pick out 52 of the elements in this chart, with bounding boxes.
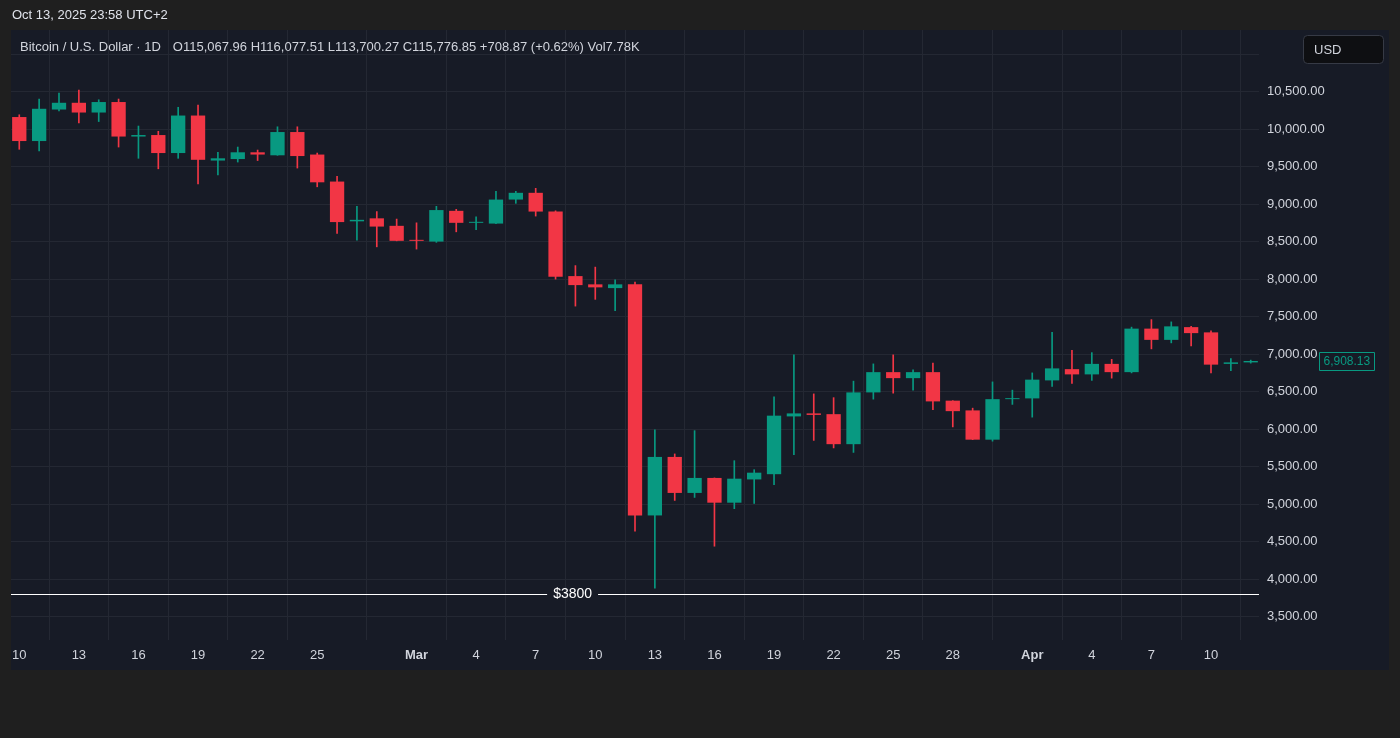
ref-line-label: $3800 <box>553 585 593 602</box>
x-tick-label: 13 <box>647 647 663 663</box>
candlestick <box>607 279 623 311</box>
candlestick <box>1044 332 1060 387</box>
x-tick-label: 10 <box>12 647 27 663</box>
text: Oct 13, 2025 23:58 UTC+2 <box>12 7 168 22</box>
x-tick-label: 22 <box>250 647 265 663</box>
y-tick-label: 6,500.00 <box>1267 383 1318 399</box>
y-tick-label: 9,500.00 <box>1267 158 1318 174</box>
candlestick <box>369 211 384 248</box>
candlestick <box>1064 350 1080 384</box>
y-tick-label: 10,500.00 <box>1267 83 1325 99</box>
text: Bitcoin / U.S. Dollar · 1D <box>20 38 161 54</box>
text: 6,908.13 <box>1323 354 1371 369</box>
x-tick-label: 4 <box>472 647 480 663</box>
y-tick-label: 4,500.00 <box>1267 533 1318 549</box>
y-tick-label: 10,000.00 <box>1267 120 1325 136</box>
candlestick <box>886 354 901 394</box>
x-tick-label: 19 <box>190 647 206 663</box>
y-tick-label: 5,500.00 <box>1267 458 1318 474</box>
x-tick-label: 10 <box>588 647 603 663</box>
x-tick-label: Mar <box>404 647 429 663</box>
x-tick-label: Apr <box>1021 647 1044 663</box>
candlestick <box>806 393 821 441</box>
x-tick-label: 19 <box>766 647 782 663</box>
y-tick-label: 6,000.00 <box>1267 420 1318 436</box>
y-tick-label: 5,000.00 <box>1267 495 1318 511</box>
x-tick-label: 25 <box>309 647 325 663</box>
x-tick-label: 16 <box>707 647 722 663</box>
y-tick-label: 4,000.00 <box>1267 570 1318 586</box>
candlestick <box>786 354 802 455</box>
y-axis-title: USD <box>1314 41 1342 57</box>
y-tick-label: 8,500.00 <box>1267 233 1318 249</box>
x-tick-label: 28 <box>945 647 961 663</box>
candlestick <box>588 266 603 300</box>
y-tick-label: 7,000.00 <box>1267 345 1318 361</box>
x-tick-label: 25 <box>885 647 901 663</box>
text: O115,067.96 H116,077.51 L113,700.27 C115,776.85 +708.87 (+0.62%) Vol7.78K <box>172 38 640 54</box>
y-tick-label: 8,000.00 <box>1267 270 1318 286</box>
x-tick-label: 13 <box>71 647 87 663</box>
x-tick-label: 22 <box>826 647 841 663</box>
x-tick-label: 4 <box>1088 647 1096 663</box>
candlestick <box>468 216 484 230</box>
y-tick-label: 9,000.00 <box>1267 195 1318 211</box>
candlestick <box>210 151 226 176</box>
x-tick-label: 7 <box>532 647 540 663</box>
y-tick-label: 7,500.00 <box>1267 308 1318 324</box>
x-tick-label: 10 <box>1203 647 1219 663</box>
candlestick <box>1223 358 1239 371</box>
x-tick-label: 16 <box>131 647 146 663</box>
y-tick-label: 3,500.00 <box>1267 608 1318 624</box>
x-tick-label: 7 <box>1147 647 1156 663</box>
